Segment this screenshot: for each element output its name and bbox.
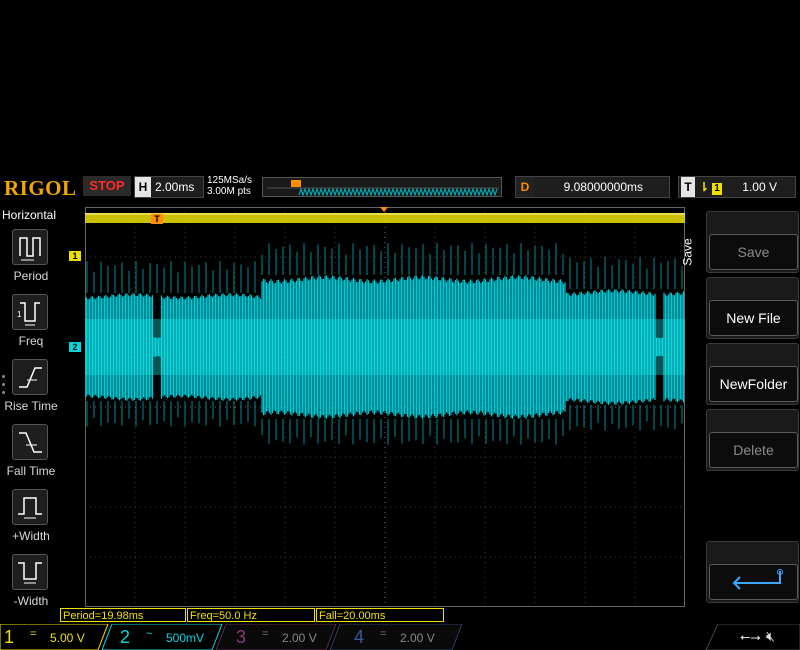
memory-waveform-trace (298, 187, 498, 197)
trigger-point-marker: T (151, 214, 163, 224)
ch1-setting[interactable]: 1 = 5.00 V (0, 624, 105, 650)
ch2-trace-spikes (86, 243, 683, 445)
ch2-setting[interactable]: 2 ~ 500mV (116, 624, 221, 650)
acquisition-info: 125MSa/s 3.00M pts (207, 175, 252, 197)
new-folder-label: NewFolder (709, 366, 798, 402)
ch2-coupling: ~ (146, 628, 153, 640)
save-button[interactable]: Save (706, 211, 799, 273)
trigger-source: 1 (712, 183, 723, 195)
brand-logo: RIGOL (4, 176, 77, 200)
measure-label: Fall Time (6, 464, 56, 478)
rise-time-icon (12, 359, 48, 395)
timebase-value: 2.00ms (155, 180, 195, 194)
top-status-bar: RIGOL STOP H 2.00ms 125MSa/s 3.00M pts D … (0, 173, 800, 203)
waveform-display[interactable] (85, 207, 685, 607)
trigger-readout[interactable]: T ⇂ 1 1.00 V (678, 176, 796, 198)
save-button-label: Save (709, 234, 798, 270)
ch3-scale: 2.00 V (282, 631, 317, 645)
delay-readout[interactable]: D 9.08000000ms (515, 176, 670, 198)
measurement-fall[interactable]: Fall=20.00ms (316, 608, 444, 622)
trigger-position-marker-small (291, 180, 301, 187)
delete-button[interactable]: Delete (706, 409, 799, 471)
measurement-period[interactable]: Period=19.98ms (60, 608, 186, 622)
ch1-coupling: = (30, 628, 37, 640)
delete-label: Delete (709, 432, 798, 468)
measurement-bar: Period=19.98ms Freq=50.0 Hz Fall=20.00ms (60, 608, 700, 623)
back-button[interactable] (706, 541, 799, 603)
ch3-coupling: = (262, 628, 269, 640)
save-menu: Save Save New File NewFolder Delete (681, 207, 800, 607)
measurement-freq[interactable]: Freq=50.0 Hz (187, 608, 315, 622)
horizontal-label: H (135, 177, 151, 197)
pos-width-icon (12, 489, 48, 525)
period-icon (12, 229, 48, 265)
svg-text:1: 1 (17, 310, 22, 319)
ch4-setting[interactable]: 4 = 2.00 V (350, 624, 450, 650)
measure-label: -Width (13, 594, 49, 608)
ch2-number: 2 (120, 627, 131, 647)
delay-label: D (516, 177, 534, 197)
freq-icon: 1 (12, 294, 48, 330)
ch1-waveform (85, 213, 685, 223)
more-dots-icon (2, 375, 6, 399)
delay-value: 9.08000000ms (563, 180, 643, 194)
memory-waveform (267, 180, 499, 197)
channel-bar: 1 = 5.00 V 2 ~ 500mV 3 = 2.00 V 4 = 2.00… (0, 624, 800, 650)
measure-label: Period (13, 269, 49, 283)
run-stop-indicator[interactable]: STOP (83, 176, 131, 196)
neg-width-icon (12, 554, 48, 590)
ch2-scale: 500mV (166, 631, 205, 645)
memory-depth: 3.00M pts (207, 186, 251, 197)
ch2-trace-core (85, 319, 685, 375)
measure-label: Freq (18, 334, 44, 348)
measure-item-period[interactable]: Period (0, 229, 60, 291)
measure-item-freq[interactable]: 1 Freq (0, 294, 60, 356)
speaker-mute-icon[interactable]: 🔇︎ (766, 628, 775, 644)
ch3-number: 3 (236, 627, 247, 647)
measure-item-pos-width[interactable]: +Width (0, 489, 60, 551)
horizontal-timebase[interactable]: H 2.00ms (134, 176, 204, 198)
ch3-setting[interactable]: 3 = 2.00 V (232, 624, 332, 650)
ch2-trace (85, 275, 685, 419)
ch4-coupling: = (380, 628, 387, 640)
trigger-horizontal-marker (380, 207, 388, 212)
new-folder-button[interactable]: NewFolder (706, 343, 799, 405)
new-file-button[interactable]: New File (706, 277, 799, 339)
ch1-number: 1 (4, 627, 15, 647)
measure-label: +Width (12, 529, 50, 543)
trigger-level: 1.00 V (742, 180, 777, 194)
horizontal-measure-menu: Horizontal Period 1 Freq Rise Time Fall … (0, 207, 60, 608)
usb-icon: ⭠⭢ (740, 629, 761, 644)
sample-rate: 125MSa/s (207, 175, 253, 186)
ch1-offset-marker[interactable]: 1 (69, 251, 81, 261)
measure-item-fall-time[interactable]: Fall Time (0, 424, 60, 486)
menu-title: Horizontal (2, 208, 57, 222)
ch2-offset-marker[interactable]: 2 (69, 342, 81, 352)
memory-overview-strip (262, 177, 502, 197)
ch4-number: 4 (354, 627, 365, 647)
ch2-waveform (85, 243, 685, 445)
channel-bar-frame (0, 624, 800, 650)
menu-tab: Save (681, 227, 702, 277)
ch4-scale: 2.00 V (400, 631, 435, 645)
return-arrow-icon (709, 564, 798, 600)
fall-time-icon (12, 424, 48, 460)
ch1-scale: 5.00 V (50, 631, 85, 645)
measure-label: Rise Time (4, 399, 58, 413)
measure-item-rise-time[interactable]: Rise Time (0, 359, 60, 421)
new-file-label: New File (709, 300, 798, 336)
measure-item-neg-width[interactable]: -Width (0, 554, 60, 616)
trigger-label: T (681, 177, 695, 197)
rising-edge-icon: ⇂ (699, 180, 710, 194)
menu-tab-label: Save (680, 238, 695, 266)
